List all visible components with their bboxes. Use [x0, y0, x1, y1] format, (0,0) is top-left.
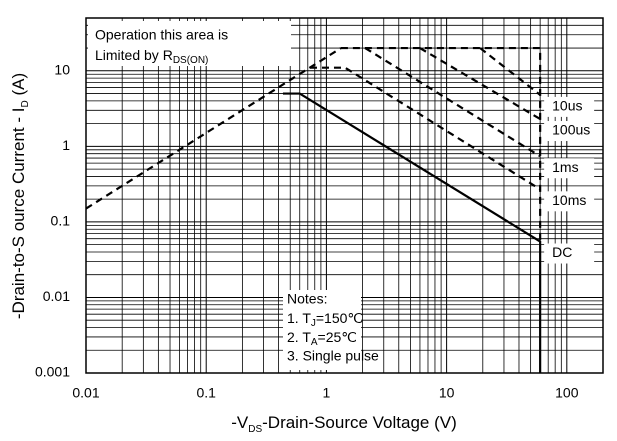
note-sub: J: [311, 318, 316, 329]
note: 3. Single pulse: [287, 348, 379, 364]
annotation-text: Limited by R: [95, 47, 173, 63]
note-sub: A: [311, 337, 318, 348]
y-label-text: (A): [9, 73, 28, 100]
y-label-sub: D: [20, 100, 31, 107]
notes-box: [283, 290, 361, 370]
y-tick-label: 1: [62, 137, 70, 153]
lines: [85, 46, 542, 373]
series-line: [479, 47, 541, 96]
annotation-box: [88, 21, 291, 66]
series-line: [419, 47, 541, 120]
y-axis-label: -Drain-to-S ource Current - ID (A): [9, 73, 30, 319]
note: 1. TJ=150℃: [287, 310, 363, 329]
label-bg: [544, 243, 595, 264]
y-tick-label: 0.1: [51, 213, 71, 229]
label-bg: [544, 158, 595, 179]
note-text: 1. T: [287, 310, 311, 326]
y-label-text: -Drain-to-S ource Current - I: [9, 108, 28, 320]
note-text: 2. T: [287, 329, 311, 345]
x-tick-label: 0.01: [72, 385, 99, 401]
y-tick-label: 0.001: [35, 364, 70, 380]
x-tick-label: 100: [555, 385, 579, 401]
series-line: [340, 46, 542, 242]
annotation: Limited by RDS(ON): [95, 47, 208, 66]
note-text: =150℃: [316, 310, 363, 326]
note-text: =25℃: [318, 329, 357, 345]
x-tick-label: 1: [323, 385, 331, 401]
x-axis-label: -VDS-Drain-Source Voltage (V): [231, 413, 457, 434]
grid: [85, 18, 603, 374]
series-line: [364, 47, 541, 158]
label-bg: [544, 191, 595, 212]
x-label-text: -Drain-Source Voltage (V): [262, 413, 457, 432]
series-label: 1ms: [552, 159, 578, 175]
series-label: 10us: [552, 98, 582, 114]
x-tick-label: 10: [439, 385, 455, 401]
annotation: Operation this area is: [95, 27, 228, 43]
note: Notes:: [287, 291, 327, 307]
series-label: DC: [552, 244, 572, 260]
label-bg: [544, 96, 595, 117]
y-tick-label: 10: [54, 62, 70, 78]
x-tick-label: 0.1: [196, 385, 216, 401]
series-line: [85, 47, 342, 210]
x-label-sub: DS: [248, 424, 262, 435]
label-bg: [544, 121, 595, 142]
series-line: [282, 92, 542, 373]
series-label: 100us: [552, 122, 590, 138]
annotation-sub: DS(ON): [173, 55, 209, 66]
x-label-text: -V: [231, 413, 249, 432]
y-tick-label: 0.01: [43, 288, 70, 304]
note: 2. TA=25℃: [287, 329, 357, 348]
series-label: 10ms: [552, 192, 586, 208]
plot-frame: [85, 17, 604, 374]
series-labels: 10us 100us 1ms 10ms DC: [544, 96, 595, 264]
